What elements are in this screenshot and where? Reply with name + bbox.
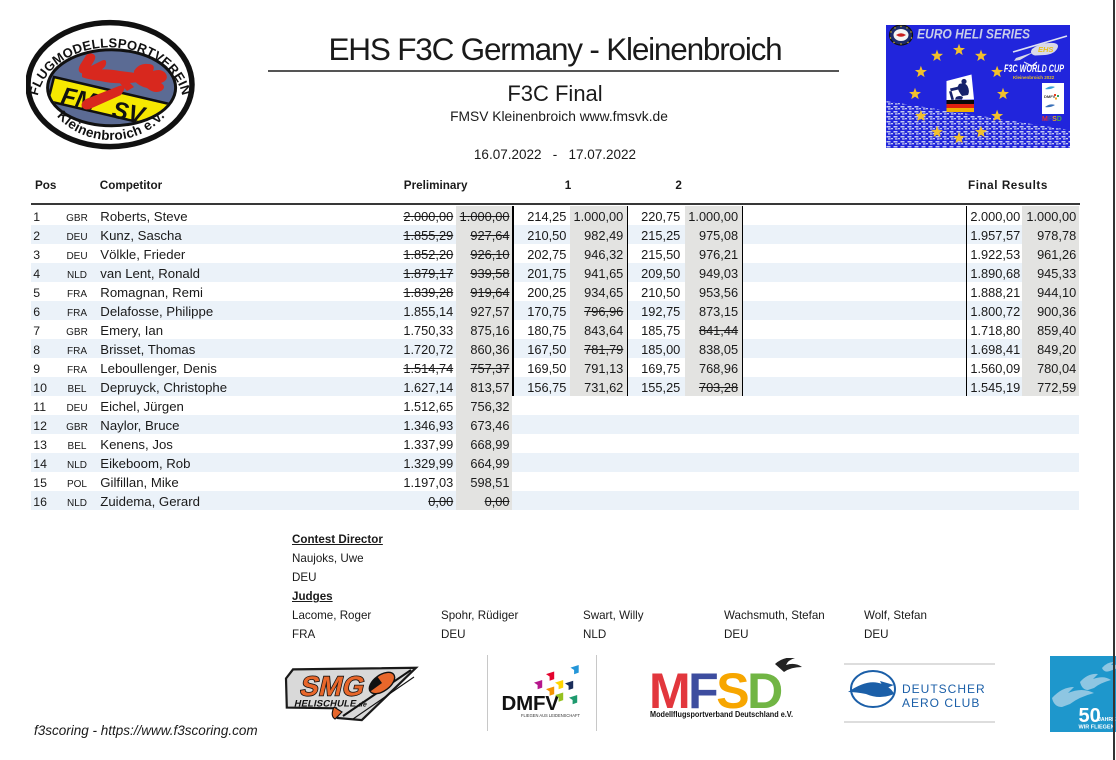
svg-text:SMG: SMG (298, 671, 369, 702)
svg-text:MFSD: MFSD (649, 663, 782, 719)
svg-text:F3C WORLD CUP: F3C WORLD CUP (1004, 63, 1064, 75)
svg-text:EHS: EHS (1038, 45, 1053, 54)
svg-text:DMFV: DMFV (1044, 94, 1056, 99)
svg-text:AERO CLUB: AERO CLUB (902, 696, 980, 710)
svg-text:WIR FLIEGEN: WIR FLIEGEN (1079, 725, 1115, 731)
svg-text:MFSD: MFSD (1042, 116, 1062, 123)
svg-text:Kleinenbroich 2022: Kleinenbroich 2022 (1013, 75, 1055, 80)
svg-text:EURO HELI SERIES: EURO HELI SERIES (917, 27, 1030, 42)
svg-text:DMFV: DMFV (502, 692, 560, 715)
svg-text:HELISCHULE.de: HELISCHULE.de (293, 699, 368, 710)
svg-text:50: 50 (1079, 705, 1101, 727)
svg-text:JAHRE: JAHRE (1098, 717, 1116, 723)
svg-text:FLIEGEN AUS LEIDENSCHAFT: FLIEGEN AUS LEIDENSCHAFT (521, 713, 580, 719)
svg-text:DEUTSCHER: DEUTSCHER (902, 682, 986, 696)
svg-text:Modellflugsportverband Deutsch: Modellflugsportverband Deutschland e.V. (650, 709, 793, 719)
